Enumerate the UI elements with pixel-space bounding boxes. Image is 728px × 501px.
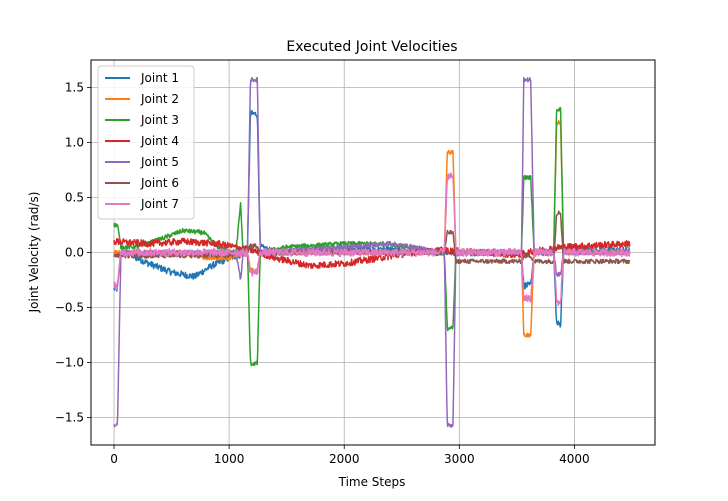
- legend-box: [97, 65, 195, 220]
- y-tick-label: −0.5: [55, 301, 84, 315]
- y-tick-label: 1.5: [65, 81, 84, 95]
- x-tick-label: 4000: [559, 452, 590, 466]
- legend-label: Joint 2: [140, 92, 179, 106]
- legend-label: Joint 5: [140, 155, 179, 169]
- series-line-joint-7: [113, 172, 631, 307]
- legend: Joint 1 Joint 2 Joint 3 Joint 4 Joint 5 Joint…: [97, 65, 195, 220]
- legend-label: Joint 3: [140, 113, 179, 127]
- x-tick-label: 3000: [444, 452, 475, 466]
- x-tick-label: 0: [110, 452, 118, 466]
- plot-area: [113, 76, 631, 428]
- y-tick-label: −1.0: [55, 356, 84, 370]
- legend-label: Joint 6: [140, 176, 179, 190]
- axis-ticks: 0 1000 2000 3000 4000 −1.5 −1.0 −0.5 0.0 0.5 1.0 1.…: [55, 81, 590, 467]
- x-tick-label: 1000: [214, 452, 245, 466]
- x-tick-label: 2000: [329, 452, 360, 466]
- x-axis-label: Time Steps: [338, 475, 406, 489]
- y-tick-label: 0.0: [65, 246, 84, 260]
- y-tick-label: 1.0: [65, 136, 84, 150]
- y-tick-label: −1.5: [55, 411, 84, 425]
- y-axis-label: Joint Velocity (rad/s): [27, 192, 41, 314]
- legend-label: Joint 7: [140, 197, 179, 211]
- y-tick-label: 0.5: [65, 191, 84, 205]
- chart-title: Executed Joint Velocities: [286, 39, 457, 55]
- legend-label: Joint 4: [140, 134, 179, 148]
- legend-label: Joint 1: [140, 71, 179, 85]
